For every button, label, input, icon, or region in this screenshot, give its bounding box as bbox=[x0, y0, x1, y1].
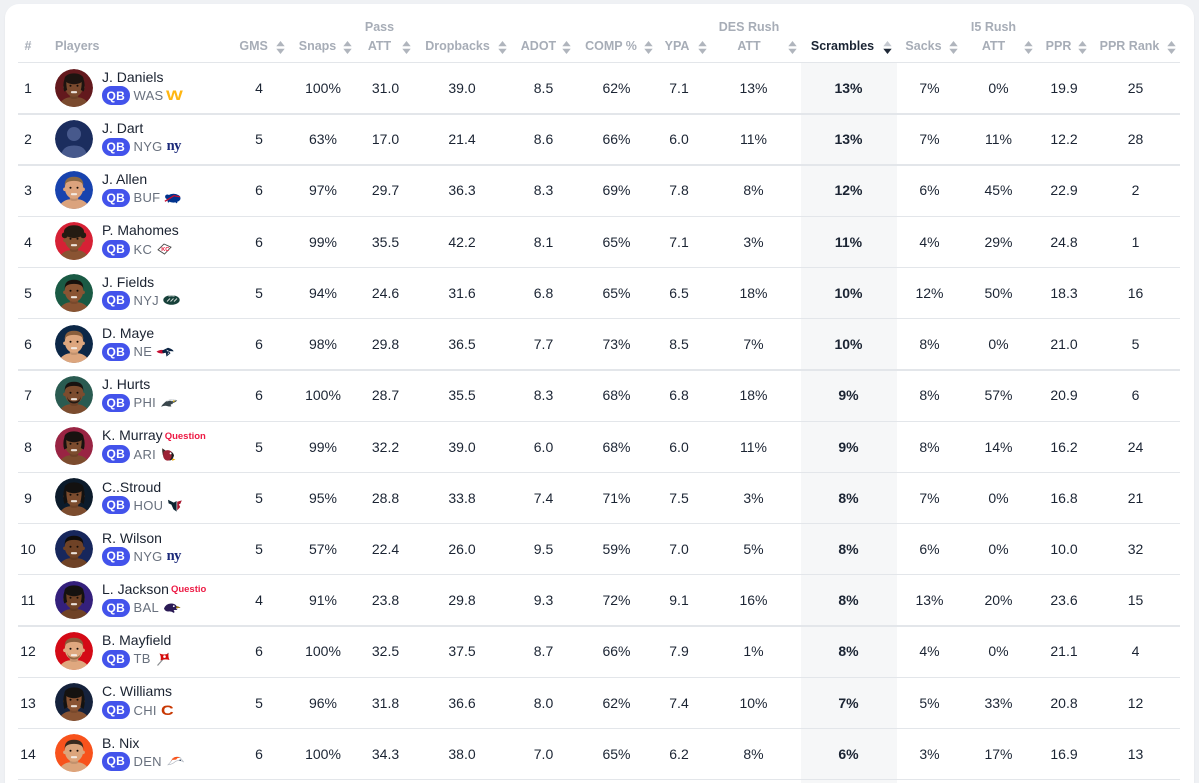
svg-text:KC: KC bbox=[161, 247, 169, 253]
